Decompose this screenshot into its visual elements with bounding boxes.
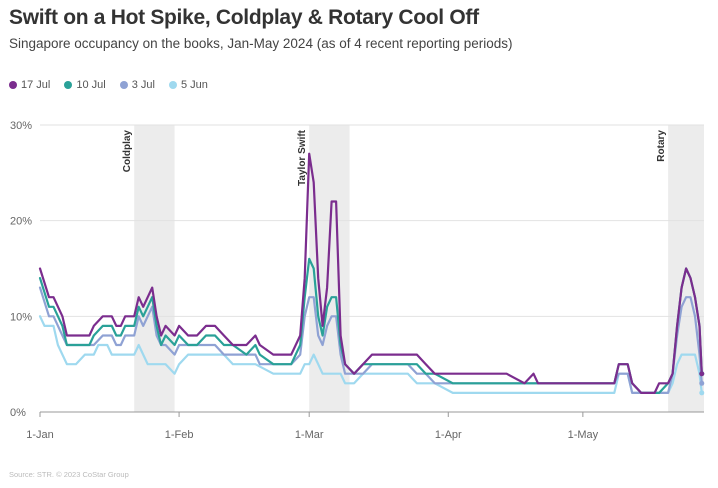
y-tick-label-20: 20% (10, 216, 32, 228)
y-tick-label-30: 30% (10, 120, 32, 132)
series-line-3-jul (38, 286, 703, 394)
y-tick-label-10: 10% (10, 311, 32, 323)
legend-label-3-jul: 3 Jul (131, 79, 155, 91)
legend-item-3-jul[interactable]: 3 Jul (119, 79, 155, 91)
x-tick-label-1-feb: 1-Feb (165, 429, 194, 441)
event-label-rotary: Rotary (656, 130, 667, 162)
legend-item-17-jul[interactable]: 17 Jul (9, 79, 50, 91)
series-end-dot-5-jun (699, 390, 705, 396)
legend-label-5-jun: 5 Jun (180, 79, 208, 91)
series-end-dot-3-jul (699, 380, 705, 386)
series-line-17-jul (38, 152, 703, 394)
legend-label-17-jul: 17 Jul (21, 79, 51, 91)
event-label-coldplay: Coldplay (122, 130, 133, 173)
series-end-dot-17-jul (699, 371, 705, 377)
y-tick-label-0: 0% (10, 407, 26, 419)
legend-swatch-5-jun (168, 81, 177, 89)
source-note: Source: STR. © 2023 CoStar Group (9, 470, 129, 479)
x-tick-label-1-jan: 1-Jan (26, 429, 54, 441)
x-tick-label-1-mar: 1-Mar (295, 429, 324, 441)
chart-title: Swift on a Hot Spike, Coldplay & Rotary … (9, 6, 479, 29)
chart-subtitle: Singapore occupancy on the books, Jan-Ma… (9, 36, 513, 51)
legend-swatch-10-jul (64, 81, 73, 89)
x-tick-label-1-may: 1-May (568, 429, 599, 441)
legend: 17 Jul 10 Jul 3 Jul 5 Jun (9, 79, 208, 91)
event-label-taylor-swift: Taylor Swift (297, 129, 308, 186)
legend-item-5-jun[interactable]: 5 Jun (168, 79, 208, 91)
legend-item-10-jul[interactable]: 10 Jul (64, 79, 106, 91)
event-band-coldplay (134, 125, 175, 412)
legend-swatch-3-jul (119, 81, 128, 89)
x-tick-label-1-apr: 1-Apr (435, 429, 462, 441)
legend-label-10-jul: 10 Jul (76, 79, 106, 91)
legend-swatch-17-jul (9, 81, 17, 89)
